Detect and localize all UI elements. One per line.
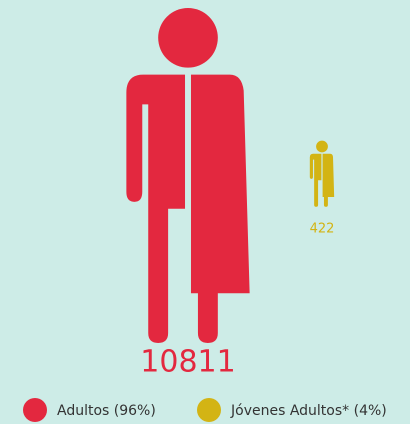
legend-swatch <box>197 398 221 422</box>
icon-left-half <box>126 74 186 344</box>
value-label: 10811 <box>140 345 235 380</box>
icon-right-half <box>322 153 335 207</box>
person-icon <box>126 7 250 344</box>
legend-label: Adultos (96%) <box>57 403 156 419</box>
person-icon <box>309 140 335 207</box>
icon-right-half <box>190 74 250 344</box>
value-label: 422 <box>310 221 335 236</box>
legend-swatch <box>23 398 47 422</box>
icon-head <box>158 7 218 68</box>
icon-left-half <box>309 153 322 207</box>
legend-label: Jóvenes Adultos* (4%) <box>230 403 387 419</box>
icon-head <box>316 140 328 153</box>
